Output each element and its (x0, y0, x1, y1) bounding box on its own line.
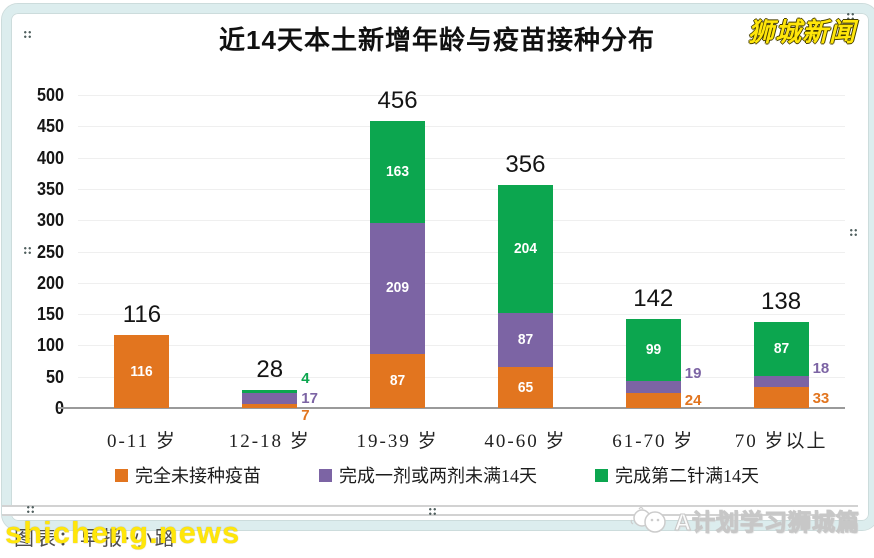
segment-value-label: 33 (812, 389, 830, 407)
legend-label: 完成一剂或两剂未满14天 (339, 466, 537, 486)
legend-swatch (595, 468, 608, 482)
frame-stitch-dots (23, 246, 32, 255)
y-tick-label: 150 (36, 304, 64, 325)
legend: 完全未接种疫苗 完成一剂或两剂未满14天 完成第二针满14天 (0, 462, 874, 488)
x-axis-category-label: 19-39 岁 (356, 431, 439, 452)
bar-segment: 99 (625, 319, 681, 382)
bar-segment: 204 (497, 185, 553, 313)
segment-value-label: 87 (773, 339, 789, 357)
y-tick-label: 0 (10, 398, 64, 419)
gridline (78, 220, 845, 222)
x-axis-category-label: 61-70 岁 (612, 431, 695, 452)
y-tick-label: 450 (36, 116, 64, 137)
segment-value-label: 7 (301, 407, 310, 425)
x-axis-line (58, 407, 845, 409)
segment-value-label: 209 (386, 279, 410, 297)
bar-total-label: 138 (761, 287, 802, 315)
gridline (78, 314, 845, 316)
x-axis-category-label: 40-60 岁 (484, 431, 567, 452)
gridline (78, 188, 845, 190)
gridline (78, 157, 845, 159)
segment-value-label: 99 (645, 341, 661, 359)
y-tick-label: 200 (36, 272, 64, 293)
gridline (78, 95, 845, 96)
bar-segment (242, 392, 298, 404)
shicheng-watermark: shicheng.news (5, 515, 241, 550)
frame-stitch-dots (846, 12, 855, 21)
y-axis: 0 50 100 150 200 250 300 350 400 450 500 (0, 85, 72, 418)
segment-value-label: 87 (517, 331, 534, 349)
plot-area: 116 116 0-11 岁 4 17 7 28 12-18 岁 87 209 163 456 19-3… (58, 87, 845, 452)
x-axis-category-label: 0-11 岁 (106, 431, 177, 452)
legend-label: 完全未接种疫苗 (135, 466, 261, 486)
bar-segment: 209 (370, 222, 426, 354)
bar-segment: 87 (497, 312, 553, 368)
bar-segment: 116 (114, 335, 170, 408)
bar-segment: 87 (370, 353, 426, 408)
bar-total-label: 28 (256, 356, 284, 384)
shicheng-news-logo: 狮城新闻 (747, 17, 856, 47)
y-tick-label: 300 (36, 210, 64, 231)
y-tick-label: 100 (36, 335, 64, 356)
bar-segment: 163 (370, 120, 426, 223)
legend-label: 完成第二针满14天 (615, 466, 759, 486)
bar-total-label: 142 (633, 285, 674, 313)
legend-item: 完全未接种疫苗 (115, 462, 261, 488)
frame-stitch-dots (23, 30, 32, 39)
y-tick-label: 250 (36, 241, 64, 262)
frame-stitch-dots (849, 228, 858, 237)
footer-badge: A计划学习狮城篇 (630, 503, 860, 537)
segment-value-label: 4 (301, 369, 310, 387)
frame-stitch-dots (842, 518, 851, 527)
segment-value-label: 204 (513, 240, 537, 257)
bar-total-label: 356 (505, 151, 546, 179)
gridline (78, 126, 845, 128)
gridline (78, 282, 845, 284)
segment-value-label: 87 (389, 371, 406, 389)
footer-badge-label: A计划学习狮城篇 (674, 509, 860, 536)
y-tick-label: 350 (36, 178, 64, 199)
segment-value-label: 19 (684, 365, 702, 383)
segment-value-label: 116 (130, 362, 154, 380)
credit-text: 图表：早报·小路 (14, 528, 177, 550)
bar-segment (242, 390, 298, 393)
bar-segment: 65 (497, 367, 553, 408)
chart-title: 近14天本土新增年龄与疫苗接种分布 (219, 25, 655, 55)
bar-segment (753, 387, 809, 408)
legend-item: 完成第二针满14天 (595, 462, 759, 488)
y-tick-label: 50 (45, 366, 64, 387)
segment-value-label: 18 (812, 359, 830, 377)
bar-segment (625, 392, 681, 408)
segment-value-label: 17 (301, 390, 318, 408)
frame-stitch-dots (26, 505, 35, 514)
bar-total-label: 456 (377, 86, 418, 114)
bar-segment (753, 376, 809, 388)
bar-total-label: 116 (122, 301, 162, 329)
y-tick-label: 400 (36, 147, 64, 168)
bar-segment (242, 403, 298, 408)
segment-value-label: 24 (684, 392, 702, 410)
gridline (78, 376, 845, 378)
frame-stitch-dots (428, 507, 437, 516)
gridline (78, 345, 845, 347)
segment-value-label: 65 (517, 378, 534, 396)
legend-swatch (115, 468, 128, 482)
mascot-icon (630, 506, 667, 533)
x-axis-category-label: 12-18 岁 (228, 431, 311, 452)
legend-item: 完成一剂或两剂未满14天 (319, 462, 537, 488)
gridline (78, 251, 845, 253)
segment-value-label: 163 (386, 162, 410, 180)
bar-segment: 87 (753, 321, 809, 377)
bar-segment (625, 381, 681, 393)
legend-swatch (319, 468, 332, 482)
x-axis-category-label: 70 岁以上 (734, 431, 828, 452)
y-tick-label: 500 (36, 85, 64, 105)
